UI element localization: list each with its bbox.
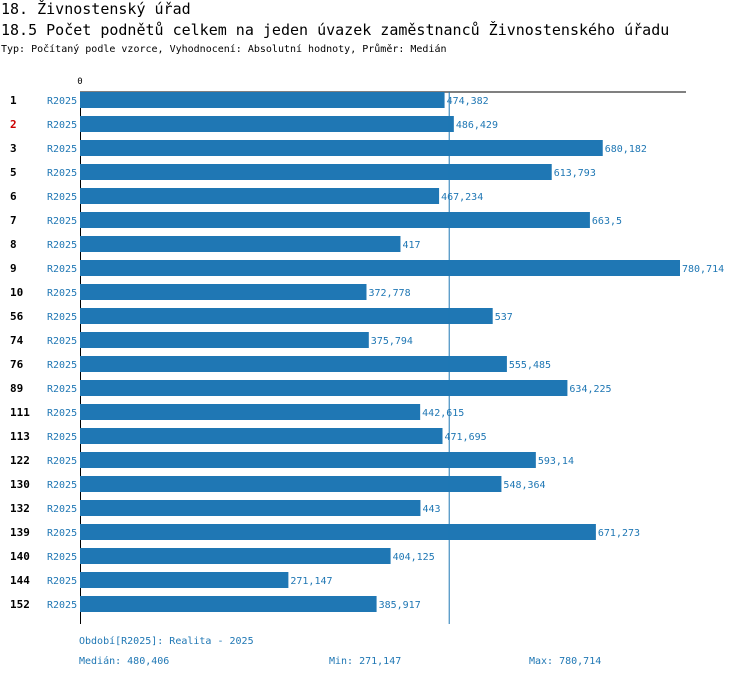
bar (80, 188, 440, 204)
category-label: 7 (10, 214, 17, 227)
series-label: R2025 (47, 432, 77, 443)
series-label: R2025 (47, 312, 77, 323)
value-label: 442,615 (422, 408, 464, 419)
value-label: 404,125 (393, 552, 435, 563)
series-label: R2025 (47, 192, 77, 203)
series-label: R2025 (47, 144, 77, 155)
category-label: 56 (10, 310, 24, 323)
bar (80, 452, 536, 468)
series-label: R2025 (47, 576, 77, 587)
value-label: 593,14 (538, 456, 574, 467)
category-label: 76 (10, 358, 24, 371)
bar (80, 332, 369, 348)
category-label: 132 (10, 502, 30, 515)
value-label: 375,794 (371, 336, 413, 347)
bar (80, 548, 391, 564)
series-label: R2025 (47, 96, 77, 107)
bar-chart: 0 1 R2025 474,382 2 R2025 486,429 3 R2025 680,182… (10, 77, 724, 624)
category-label: 9 (10, 262, 17, 275)
series-label: R2025 (47, 216, 77, 227)
category-label: 122 (10, 454, 30, 467)
period-legend: Období[R2025]: Realita - 2025 (79, 636, 254, 647)
series-label: R2025 (47, 408, 77, 419)
bar (80, 596, 377, 612)
chart-title: 18.5 Počet podnětů celkem na jeden úvaze… (1, 21, 670, 39)
category-label: 3 (10, 142, 17, 155)
series-label: R2025 (47, 288, 77, 299)
max-summary: Max: 780,714 (529, 656, 602, 667)
bar (80, 524, 596, 540)
median-summary: Medián: 480,406 (79, 656, 170, 667)
value-label: 471,695 (445, 432, 487, 443)
value-label: 663,5 (592, 216, 622, 227)
category-label: 139 (10, 526, 30, 539)
series-label: R2025 (47, 384, 77, 395)
bar (80, 284, 367, 300)
bar (80, 308, 493, 324)
category-label: 5 (10, 166, 17, 179)
category-label: 10 (10, 286, 23, 299)
series-label: R2025 (47, 504, 77, 515)
category-label: 2 (10, 118, 17, 131)
series-label: R2025 (47, 120, 77, 131)
bar (80, 92, 445, 108)
axis-zero-label: 0 (77, 77, 82, 87)
value-label: 634,225 (569, 384, 611, 395)
series-label: R2025 (47, 240, 77, 251)
series-label: R2025 (47, 456, 77, 467)
series-label: R2025 (47, 552, 77, 563)
series-label: R2025 (47, 264, 77, 275)
bar (80, 380, 568, 396)
series-label: R2025 (47, 168, 77, 179)
category-label: 1 (10, 94, 17, 107)
category-label: 111 (10, 406, 30, 419)
series-label: R2025 (47, 336, 77, 347)
bar (80, 476, 502, 492)
category-label: 8 (10, 238, 17, 251)
category-label: 140 (10, 550, 30, 563)
category-label: 152 (10, 598, 30, 611)
value-label: 680,182 (605, 144, 647, 155)
series-label: R2025 (47, 528, 77, 539)
chart-type-info: Typ: Počítaný podle vzorce, Vyhodnocení:… (1, 44, 447, 55)
series-label: R2025 (47, 600, 77, 611)
value-label: 671,273 (598, 528, 640, 539)
series-label: R2025 (47, 360, 77, 371)
value-label: 417 (402, 240, 420, 251)
value-label: 467,234 (441, 192, 483, 203)
value-label: 271,147 (290, 576, 332, 587)
category-label: 144 (10, 574, 30, 587)
min-summary: Min: 271,147 (329, 656, 402, 667)
category-label: 113 (10, 430, 30, 443)
bar (80, 500, 421, 516)
bar (80, 428, 443, 444)
value-label: 537 (495, 312, 513, 323)
bar (80, 140, 603, 156)
bar (80, 116, 454, 132)
bar (80, 404, 421, 420)
page-title: 18. Živnostenský úřad (1, 0, 191, 18)
bar (80, 236, 401, 252)
bar (80, 260, 680, 276)
value-label: 555,485 (509, 360, 551, 371)
bar (80, 356, 507, 372)
value-label: 372,778 (368, 288, 410, 299)
value-label: 385,917 (379, 600, 421, 611)
value-label: 548,364 (503, 480, 545, 491)
series-label: R2025 (47, 480, 77, 491)
bar (80, 164, 552, 180)
category-label: 6 (10, 190, 17, 203)
value-label: 613,793 (554, 168, 596, 179)
bar (80, 572, 289, 588)
category-label: 89 (10, 382, 23, 395)
value-label: 486,429 (456, 120, 498, 131)
bar (80, 212, 590, 228)
value-label: 474,382 (447, 96, 489, 107)
category-label: 74 (10, 334, 24, 347)
value-label: 780,714 (682, 264, 724, 275)
category-label: 130 (10, 478, 30, 491)
value-label: 443 (422, 504, 440, 515)
